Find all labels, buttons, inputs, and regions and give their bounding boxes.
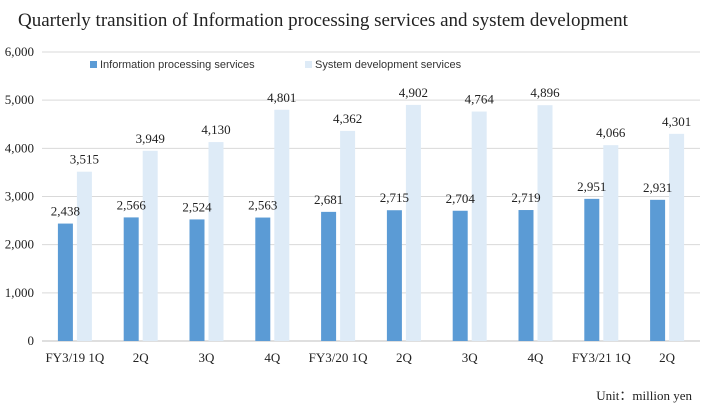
bar-system-development <box>669 133 685 341</box>
bar-information-processing <box>321 211 337 341</box>
bar-information-processing <box>386 210 402 341</box>
y-tick-label: 4,000 <box>5 140 34 155</box>
y-axis-ticks: 0 1,000 2,000 3,000 4,000 5,000 6,000 <box>5 44 34 348</box>
data-label: 4,066 <box>596 125 626 140</box>
data-label: 2,715 <box>380 190 409 205</box>
bar-information-processing <box>518 210 534 341</box>
x-axis-ticks: FY3/19 1Q 2Q 3Q 4Q FY3/20 1Q 2Q 3Q 4Q FY3/21 1Q 2… <box>45 350 675 365</box>
data-label: 4,130 <box>201 122 230 137</box>
bar-system-development <box>340 130 356 341</box>
x-tick-label: 3Q <box>199 350 216 365</box>
bar-information-processing <box>189 219 205 341</box>
legend-label: System development services <box>315 59 462 71</box>
x-tick-label: FY3/19 1Q <box>45 350 104 365</box>
bar-system-development <box>603 145 619 341</box>
x-tick-label: 4Q <box>264 350 281 365</box>
data-label: 4,301 <box>662 114 691 129</box>
data-label: 3,515 <box>70 152 99 167</box>
bar-information-processing <box>584 198 600 341</box>
x-tick-label: FY3/21 1Q <box>572 350 631 365</box>
data-label: 4,896 <box>530 85 560 100</box>
x-tick-label: 2Q <box>133 350 150 365</box>
y-tick-label: 0 <box>28 333 35 348</box>
bar-information-processing <box>255 217 271 341</box>
data-labels: 2,438 3,515 2,566 3,949 2,524 4,130 2,563 4,801… <box>51 85 691 219</box>
data-label: 2,438 <box>51 204 80 219</box>
bar-system-development <box>274 109 290 341</box>
bar-information-processing <box>57 223 73 341</box>
x-tick-label: 2Q <box>659 350 676 365</box>
bar-system-development <box>76 171 92 341</box>
data-label: 2,704 <box>446 191 476 206</box>
data-label: 2,681 <box>314 192 343 207</box>
bar-system-development <box>142 150 158 341</box>
data-label: 4,362 <box>333 111 362 126</box>
legend-label: Information processing services <box>100 59 255 71</box>
x-tick-label: FY3/20 1Q <box>309 350 368 365</box>
bars <box>57 104 685 342</box>
y-tick-label: 3,000 <box>5 189 34 204</box>
data-label: 2,931 <box>643 180 672 195</box>
data-label: 2,719 <box>511 190 540 205</box>
legend-swatch <box>90 61 97 68</box>
bar-system-development <box>208 142 224 341</box>
x-tick-label: 3Q <box>462 350 479 365</box>
bar-information-processing <box>123 217 139 341</box>
bar-information-processing <box>650 199 666 341</box>
data-label: 3,949 <box>136 131 165 146</box>
legend: Information processing services System de… <box>90 59 462 71</box>
data-label: 2,563 <box>248 198 277 213</box>
y-tick-label: 1,000 <box>5 285 34 300</box>
bar-information-processing <box>452 210 468 341</box>
data-label: 4,801 <box>267 90 296 105</box>
bar-system-development <box>405 104 421 342</box>
data-label: 2,524 <box>182 199 212 214</box>
unit-note: Unit：million yen <box>596 388 692 403</box>
x-tick-label: 4Q <box>528 350 545 365</box>
y-tick-label: 5,000 <box>5 92 34 107</box>
data-label: 4,764 <box>465 92 495 107</box>
x-tick-label: 2Q <box>396 350 413 365</box>
bar-system-development <box>471 111 487 341</box>
y-tick-label: 2,000 <box>5 237 34 252</box>
data-label: 2,566 <box>117 197 147 212</box>
data-label: 4,902 <box>399 85 428 100</box>
data-label: 2,951 <box>577 179 606 194</box>
bar-system-development <box>537 105 553 342</box>
chart-title: Quarterly transition of Information proc… <box>18 10 629 31</box>
y-tick-label: 6,000 <box>5 44 34 59</box>
legend-swatch <box>305 61 312 68</box>
